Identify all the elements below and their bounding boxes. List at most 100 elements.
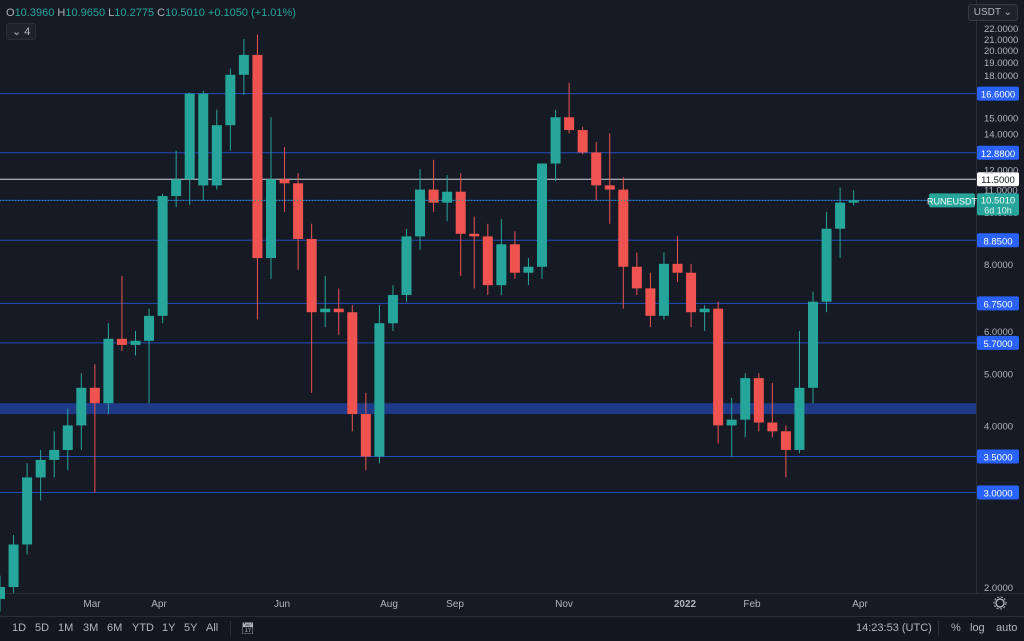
candle[interactable] [306, 223, 317, 393]
candle[interactable] [564, 82, 575, 134]
candle[interactable] [780, 425, 791, 478]
go-to-date-icon[interactable]: 📅︎ [241, 623, 255, 635]
candle[interactable] [428, 159, 439, 212]
level-price-label: 16.6000 [981, 90, 1015, 101]
candle[interactable] [49, 431, 60, 478]
range-3m-button[interactable]: 3M [83, 622, 99, 634]
candle[interactable] [347, 305, 358, 432]
candle-body [794, 387, 805, 450]
candle[interactable] [116, 275, 127, 352]
candle[interactable] [808, 291, 818, 404]
candle[interactable] [591, 141, 602, 201]
candle[interactable] [8, 534, 19, 593]
candle[interactable] [293, 173, 304, 270]
range-5d-button[interactable]: 5D [35, 622, 50, 634]
level-price-badge [977, 145, 1019, 160]
candle[interactable] [103, 323, 114, 415]
candle[interactable] [157, 193, 168, 324]
candle[interactable] [821, 211, 832, 313]
candle[interactable] [171, 150, 182, 208]
candle[interactable] [360, 392, 371, 471]
candle[interactable] [455, 173, 466, 276]
candle[interactable] [225, 68, 236, 151]
candle[interactable] [740, 373, 751, 438]
candle[interactable] [333, 288, 344, 335]
candle[interactable] [387, 285, 398, 331]
candle-body [604, 185, 615, 190]
candle[interactable] [658, 252, 669, 320]
candle[interactable] [144, 308, 155, 404]
candle[interactable] [713, 301, 724, 444]
candle[interactable] [252, 34, 263, 320]
candle[interactable] [279, 147, 290, 212]
candle[interactable] [266, 117, 276, 279]
clock-time[interactable]: 14:23:53 (UTC) [856, 622, 932, 634]
candle[interactable] [320, 275, 331, 328]
candle-body [211, 125, 222, 186]
x-tick-label: Aug [380, 599, 398, 610]
candle[interactable] [62, 408, 73, 471]
candle[interactable] [184, 92, 195, 205]
candle[interactable] [618, 177, 629, 309]
candle[interactable] [496, 218, 507, 295]
change-value: +0.1050 (+1.01%) [207, 7, 296, 19]
candle[interactable] [469, 216, 480, 289]
candle[interactable] [767, 382, 778, 438]
range-1m-button[interactable]: 1M [58, 622, 74, 634]
candle[interactable] [523, 258, 534, 286]
candle[interactable] [604, 133, 615, 224]
x-tick-label: Apr [151, 599, 167, 610]
candle[interactable] [35, 449, 46, 501]
currency-button[interactable]: USDT ⌄ [967, 4, 1018, 21]
indicator-count: 4 [24, 26, 31, 38]
candle[interactable] [442, 175, 453, 222]
candle[interactable] [631, 252, 642, 295]
candle-body [8, 544, 19, 587]
settings-gear-icon[interactable] [993, 596, 1007, 610]
candle[interactable] [22, 463, 33, 555]
candle[interactable] [130, 330, 141, 356]
candle[interactable] [848, 190, 859, 206]
candle[interactable] [672, 236, 683, 282]
candle[interactable] [509, 231, 520, 279]
candle[interactable] [415, 169, 426, 250]
candle[interactable] [0, 575, 5, 612]
range-6m-button[interactable]: 6M [107, 622, 123, 634]
indicators-toggle[interactable]: ⌄ 4 [6, 23, 37, 40]
candle[interactable] [89, 364, 100, 493]
range-all-button[interactable]: All [206, 622, 219, 634]
x-tick-label: Sep [446, 599, 464, 610]
percent-toggle[interactable]: % [951, 622, 961, 634]
candle[interactable] [374, 305, 385, 464]
candle[interactable] [211, 109, 222, 190]
candle[interactable] [794, 330, 805, 454]
candle[interactable] [699, 305, 710, 331]
level-price-label: 11.5000 [981, 175, 1015, 186]
candle[interactable] [198, 90, 209, 201]
candle-body [306, 238, 317, 313]
log-toggle[interactable]: log [970, 622, 985, 634]
range-ytd-button[interactable]: YTD [132, 622, 154, 634]
range-1y-button[interactable]: 1Y [162, 622, 176, 634]
range-5y-button[interactable]: 5Y [184, 622, 198, 634]
candle-body [35, 459, 46, 478]
candle[interactable] [238, 38, 249, 96]
candle[interactable] [577, 126, 588, 155]
candle[interactable] [645, 272, 656, 328]
level-price-badge [977, 233, 1019, 248]
candle[interactable] [401, 228, 412, 302]
candle[interactable] [726, 397, 737, 457]
candle[interactable] [482, 223, 493, 295]
candle[interactable] [753, 373, 764, 432]
candle-body [618, 189, 629, 267]
candle[interactable] [76, 373, 87, 450]
y-tick-label: 14.0000 [984, 129, 1018, 140]
candle[interactable] [550, 109, 561, 182]
auto-toggle[interactable]: auto [996, 622, 1018, 634]
candle[interactable] [835, 187, 846, 259]
level-price-badge [977, 172, 1019, 187]
candle[interactable] [537, 163, 547, 279]
range-1d-button[interactable]: 1D [12, 622, 27, 634]
candle[interactable] [686, 263, 697, 328]
